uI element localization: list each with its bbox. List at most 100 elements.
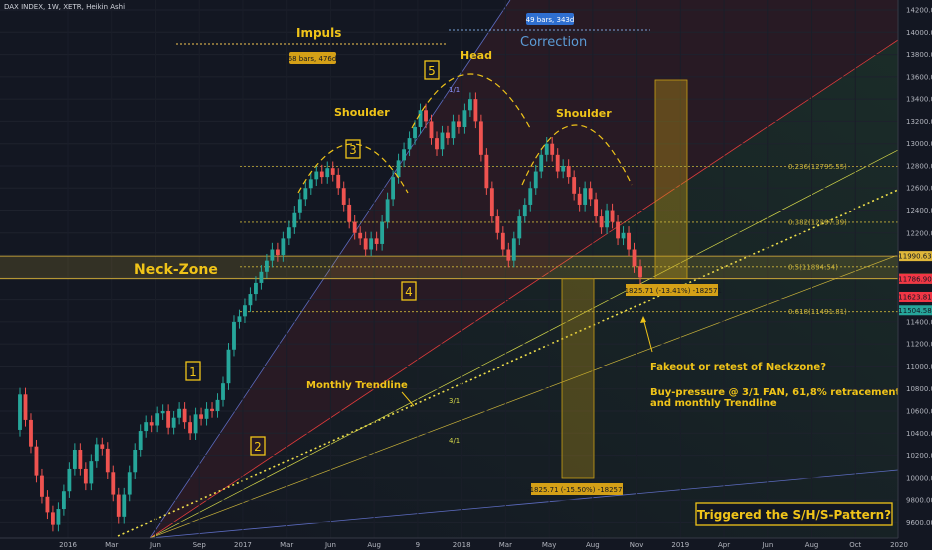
fan-zone-red <box>150 0 898 538</box>
correction-bars-label: 49 bars, 343d <box>526 16 575 24</box>
x-tick-label: Oct <box>849 541 861 549</box>
candle-body <box>45 496 50 513</box>
candle-body <box>517 216 522 239</box>
x-tick-label: Nov <box>630 541 644 549</box>
candle-body <box>594 199 599 217</box>
y-tick-label: 12800.00 <box>906 162 932 170</box>
candle-body <box>105 448 110 473</box>
x-tick-label: Jun <box>324 541 336 549</box>
y-tick-label: 11200.00 <box>906 341 932 349</box>
question-line3: and monthly Trendline <box>650 398 777 409</box>
target-box-top <box>654 79 688 280</box>
candle-body <box>511 238 516 261</box>
candle-body <box>413 126 417 139</box>
wave-2-box <box>250 436 266 456</box>
candle-body <box>528 188 533 205</box>
candle-body <box>380 221 385 244</box>
candle-body <box>489 188 494 217</box>
price-label-text: 11786.90 <box>898 275 931 283</box>
candle-body <box>341 188 346 205</box>
candle-body <box>319 171 324 178</box>
neck-zone-label: Neck-Zone <box>134 262 218 278</box>
candle-body <box>34 446 39 476</box>
candle-body <box>72 450 77 469</box>
trigger-box <box>695 502 893 526</box>
candle-body <box>122 494 127 517</box>
candle-body <box>166 411 171 428</box>
fan-line-upper <box>149 254 898 538</box>
candle-body <box>544 143 549 155</box>
candle-body <box>308 179 313 189</box>
candle-body <box>314 171 319 180</box>
candle-body <box>627 232 631 250</box>
y-tick-label: 10200.00 <box>906 452 932 460</box>
candle-body <box>533 171 538 189</box>
wave-1-label: 1 <box>189 365 197 379</box>
candle-body <box>336 174 341 189</box>
candle-body <box>210 408 214 412</box>
correction-bars-badge <box>526 13 574 25</box>
y-tick-label: 14200.00 <box>906 7 932 15</box>
candle-body <box>23 394 28 420</box>
x-tick-label: 2019 <box>671 541 689 549</box>
candle-body <box>478 121 483 155</box>
candle-body <box>550 143 555 155</box>
y-tick-label: 11000.00 <box>906 363 932 371</box>
y-tick-label: 9800.00 <box>906 497 932 505</box>
measure-bottom-badge <box>531 483 623 495</box>
candle-body <box>204 408 209 419</box>
x-tick-label: Apr <box>718 541 730 549</box>
candle-body <box>281 238 286 256</box>
candle-body <box>199 414 203 419</box>
candle-body <box>61 491 66 510</box>
candle-body <box>358 232 363 239</box>
y-tick-label: 10600.00 <box>906 408 932 416</box>
monthly-trendline-label: Monthly Trendline <box>306 380 408 391</box>
wave-1-box <box>185 361 201 381</box>
candle-body <box>495 216 500 233</box>
x-tick-label: 2020 <box>890 541 908 549</box>
candle-body <box>18 394 22 430</box>
price-label-badge <box>899 251 932 262</box>
question-line2: Buy-pressure @ 3/1 FAN, 61,8% retracemen… <box>650 387 900 398</box>
candle-body <box>440 132 445 150</box>
wave-5-label: 5 <box>428 64 436 78</box>
candle-body <box>297 199 302 213</box>
candle-body <box>638 266 642 278</box>
candle-body <box>264 260 269 272</box>
monthly-trendline-pointer <box>401 391 415 407</box>
candle-body <box>171 417 176 428</box>
price-label-badge <box>899 291 932 302</box>
x-tick-label: 9 <box>416 541 420 549</box>
x-tick-label: Sep <box>193 541 207 549</box>
candle-body <box>572 177 577 194</box>
impuls-bars-badge <box>289 52 336 64</box>
candle-body <box>407 138 412 150</box>
x-tick-label: May <box>542 541 556 549</box>
candle-body <box>29 419 33 447</box>
candle-body <box>484 154 489 189</box>
x-tick-label: Mar <box>105 541 118 549</box>
candle-body <box>467 99 472 111</box>
candle-body <box>363 238 368 250</box>
y-tick-label: 10000.00 <box>906 474 932 482</box>
y-tick-label: 12600.00 <box>906 185 932 193</box>
candle-body <box>555 154 560 172</box>
candle-body <box>177 408 182 418</box>
candle-body <box>232 321 236 350</box>
candle-body <box>51 512 55 525</box>
x-tick-label: Aug <box>805 541 819 549</box>
candle-body <box>500 232 505 250</box>
candle-body <box>374 238 379 244</box>
candle-body <box>83 468 88 484</box>
candle-body <box>292 212 297 228</box>
wave-5-box <box>424 60 440 80</box>
fib-label: 0.618(11491.81) <box>788 308 847 316</box>
candle-body <box>583 188 588 205</box>
candle-body <box>67 468 72 492</box>
fan-4-1-label: 4/1 <box>449 437 460 445</box>
y-tick-label: 14000.00 <box>906 29 932 37</box>
x-tick-label: 2016 <box>59 541 77 549</box>
candle-body <box>254 282 258 295</box>
